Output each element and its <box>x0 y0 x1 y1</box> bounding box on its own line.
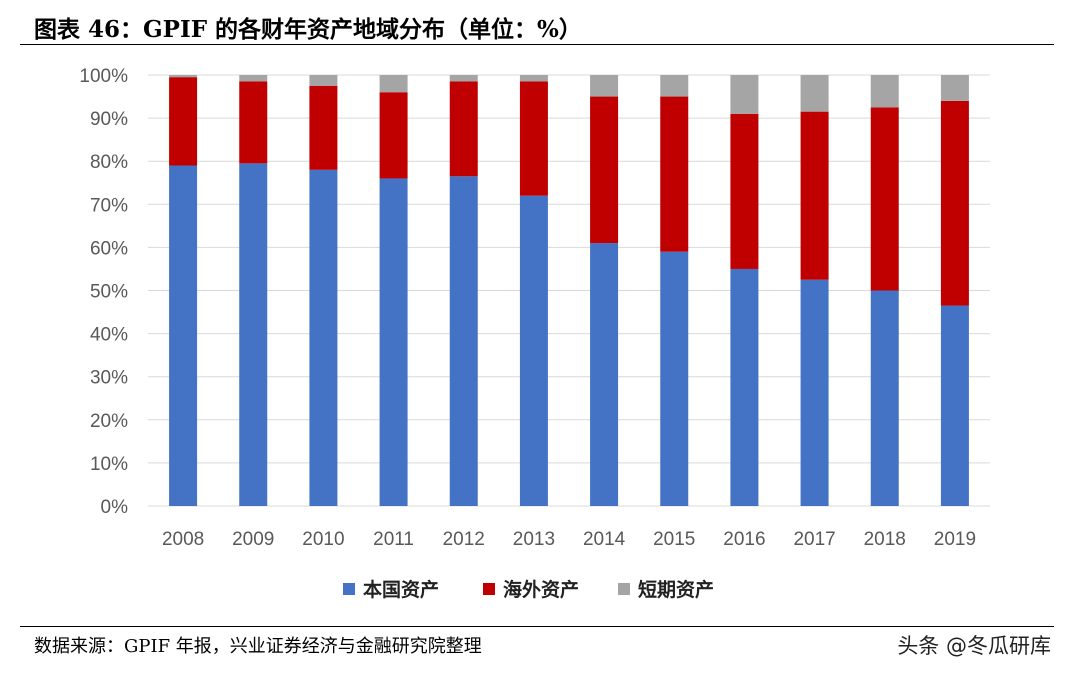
legend-label: 本国资产 <box>363 578 439 601</box>
y-tick-label: 50% <box>90 282 128 303</box>
bar-segment <box>379 178 408 506</box>
x-tick-label: 2008 <box>162 529 204 550</box>
legend-swatch <box>483 583 495 595</box>
bar-segment <box>590 243 619 506</box>
bars <box>169 75 969 507</box>
bar-segment <box>309 75 338 86</box>
bar-segment <box>449 75 478 82</box>
bar-segment <box>870 75 899 108</box>
bar-segment <box>309 85 338 170</box>
y-tick-label: 0% <box>101 497 129 518</box>
y-tick-label: 20% <box>90 411 128 432</box>
bar-segment <box>379 92 408 179</box>
bar-segment <box>870 290 899 506</box>
x-tick-label: 2017 <box>793 529 835 550</box>
y-tick-label: 40% <box>90 325 128 346</box>
x-tick-label: 2019 <box>934 529 976 550</box>
y-tick-label: 70% <box>90 195 128 216</box>
x-tick-label: 2009 <box>232 529 274 550</box>
legend-swatch <box>618 583 630 595</box>
figure-title: 图表 46：GPIF 的各财年资产地域分布（单位：%） <box>34 16 582 43</box>
x-tick-label: 2015 <box>653 529 695 550</box>
y-tick-label: 100% <box>79 66 128 87</box>
bar-segment <box>800 279 829 506</box>
bar-segment <box>940 305 969 506</box>
source-rule <box>20 626 1054 627</box>
x-tick-label: 2011 <box>373 529 414 550</box>
bar-segment <box>309 169 338 506</box>
bar-segment <box>940 100 969 306</box>
x-tick-label: 2016 <box>723 529 765 550</box>
bar-segment <box>239 81 268 164</box>
bar-segment <box>660 251 689 506</box>
gridlines <box>148 74 990 507</box>
bar-segment <box>590 96 619 244</box>
y-tick-label: 30% <box>90 368 128 389</box>
bar-segment <box>800 111 829 280</box>
bar-segment <box>730 113 759 269</box>
bar-segment <box>449 176 478 506</box>
bar-segment <box>940 75 969 101</box>
y-axis-ticks: 0% 10% 20% 30% 40% 50% 60% 70% 80% 90% 100% <box>79 66 128 518</box>
bar-segment <box>730 75 759 114</box>
bar-segment <box>660 96 689 252</box>
bar-segment <box>730 268 759 506</box>
x-tick-label: 2013 <box>513 529 555 550</box>
y-tick-label: 80% <box>90 152 128 173</box>
bar-segment <box>239 75 268 82</box>
x-tick-label: 2010 <box>302 529 344 550</box>
x-tick-label: 2014 <box>583 529 626 550</box>
bar-segment <box>519 75 548 82</box>
y-tick-label: 60% <box>90 238 128 259</box>
bar-segment <box>800 75 829 112</box>
stacked-bar-chart: 0%10%20%30%40%50%60%70%80%90%100% 2008 20… <box>79 66 990 601</box>
bar-segment <box>449 81 478 177</box>
x-tick-label: 2012 <box>443 529 485 550</box>
bar-segment <box>379 75 408 93</box>
bar-segment <box>169 77 198 166</box>
bar-segment <box>870 107 899 291</box>
legend-swatch <box>343 583 355 595</box>
legend-label: 短期资产 <box>638 578 714 601</box>
watermark: 头条 @冬瓜研库 <box>897 634 1051 658</box>
legend: 本国资产 海外资产 短期资产 <box>343 578 714 601</box>
bar-segment <box>519 81 548 196</box>
bar-segment <box>660 75 689 97</box>
y-tick-label: 90% <box>90 109 128 130</box>
title-rule <box>20 44 1054 45</box>
x-tick-label: 2018 <box>864 529 906 550</box>
bar-segment <box>519 195 548 506</box>
legend-label: 海外资产 <box>503 578 579 601</box>
source-note: 数据来源：GPIF 年报，兴业证券经济与金融研究院整理 <box>34 636 482 657</box>
bar-segment <box>169 165 198 506</box>
bar-segment <box>239 163 268 507</box>
x-axis-ticks: 2008 2009 2010 2011 2012 2013 2014 2015 2016 2017… <box>162 529 976 550</box>
y-tick-label: 10% <box>90 454 128 475</box>
bar-segment <box>169 75 198 78</box>
bar-segment <box>590 75 619 97</box>
